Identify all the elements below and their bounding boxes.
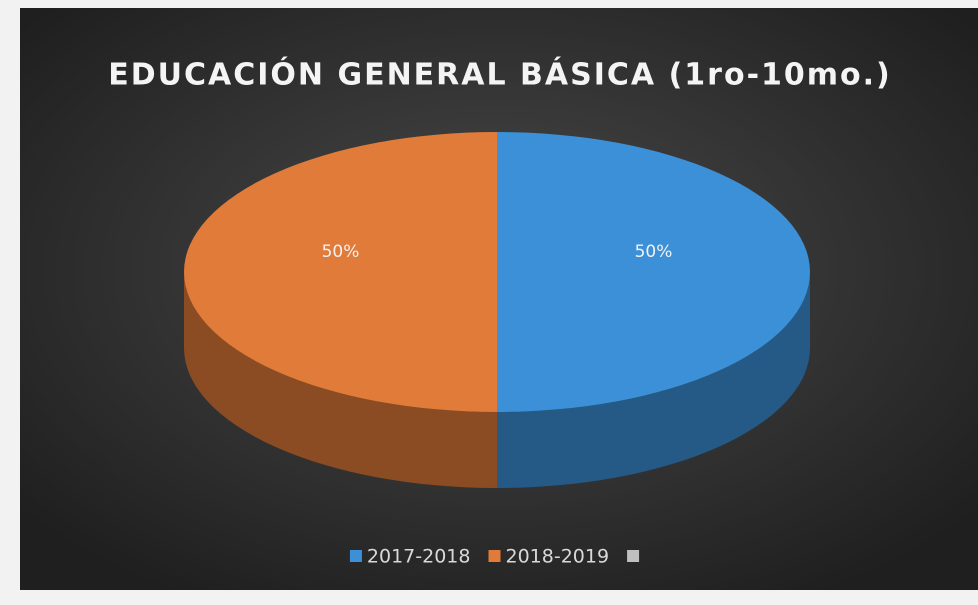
chart-title: EDUCACIÓN GENERAL BÁSICA (1ro-10mo.) <box>108 56 892 93</box>
legend: 2017-2018 2018-2019 <box>349 546 640 568</box>
legend-swatch <box>627 550 640 562</box>
pie: 50% 50% <box>184 132 810 488</box>
data-label: 50% <box>322 242 360 262</box>
legend-label: 2017-2018 <box>367 546 471 568</box>
legend-swatch <box>349 550 362 562</box>
slice-side <box>184 272 497 488</box>
slice <box>497 132 810 412</box>
legend-swatch <box>488 550 501 562</box>
slice-side <box>497 272 810 488</box>
data-label: 50% <box>635 242 673 262</box>
legend-label: 2018-2019 <box>506 546 610 568</box>
slice <box>184 132 497 412</box>
